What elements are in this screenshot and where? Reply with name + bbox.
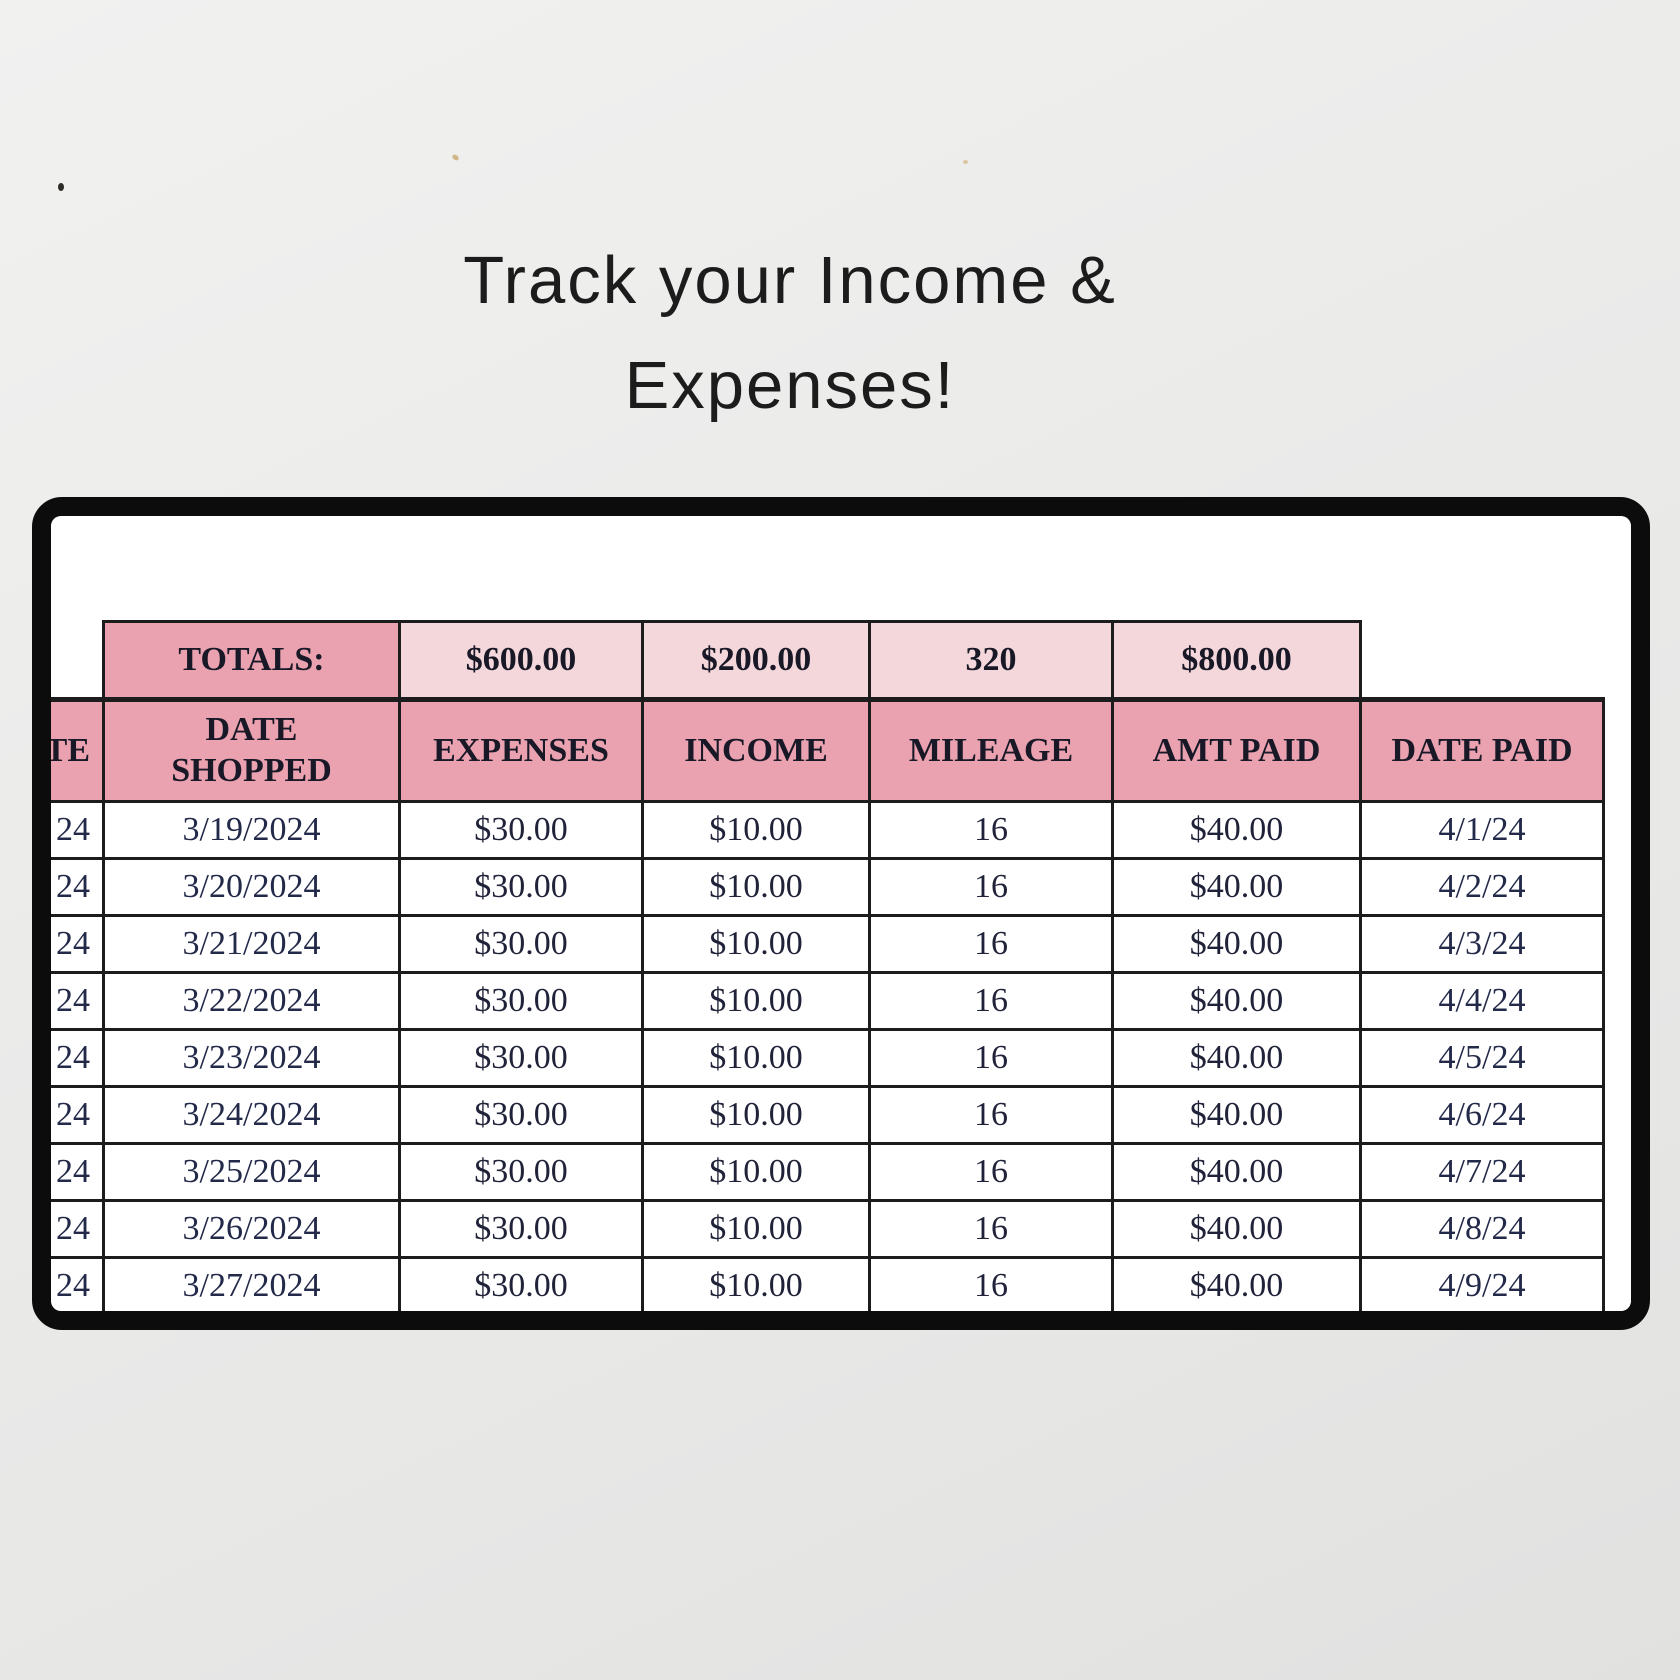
cell-income: $10.00 (641, 1199, 871, 1259)
table-row: 24 3/22/2024 $30.00 $10.00 16 $40.00 4/4… (51, 971, 1605, 1031)
totals-row: TOTALS: $600.00 $200.00 320 $800.00 (51, 620, 1604, 701)
cell-mileage: 16 (868, 1256, 1114, 1311)
cell-income: $10.00 (641, 1256, 871, 1311)
header-mileage: MILEAGE (868, 697, 1114, 803)
cell-date-shopped: 3/20/2024 (102, 857, 401, 917)
cell-date-paid: 4/7/24 (1359, 1142, 1605, 1202)
cell-expenses: $30.00 (398, 1028, 644, 1088)
cell-clipped-date: 24 (51, 914, 105, 974)
cell-date-paid: 4/5/24 (1359, 1028, 1605, 1088)
page-title-line2: Expenses! (624, 348, 956, 423)
cell-expenses: $30.00 (398, 914, 644, 974)
cell-date-paid: 4/8/24 (1359, 1199, 1605, 1259)
cell-clipped-date: 24 (51, 1142, 105, 1202)
cell-mileage: 16 (868, 1085, 1114, 1145)
cell-date-paid: 4/2/24 (1359, 857, 1605, 917)
cell-mileage: 16 (868, 1028, 1114, 1088)
empty-cell (1361, 622, 1604, 700)
page-title: Track your Income & Expenses! (0, 228, 1580, 438)
cell-income: $10.00 (641, 914, 871, 974)
cell-date-paid: 4/6/24 (1359, 1085, 1605, 1145)
header-expenses: EXPENSES (398, 697, 644, 803)
cell-clipped-date: 24 (51, 971, 105, 1031)
cell-date-shopped: 3/25/2024 (102, 1142, 401, 1202)
cell-mileage: 16 (868, 971, 1114, 1031)
totals-expenses-cell: $600.00 (398, 620, 644, 701)
header-date-paid: DATE PAID (1359, 697, 1605, 803)
cell-date-shopped: 3/21/2024 (102, 914, 401, 974)
cell-date-paid: 4/3/24 (1359, 914, 1605, 974)
table-row: 24 3/23/2024 $30.00 $10.00 16 $40.00 4/5… (51, 1028, 1605, 1088)
cell-clipped-date: 24 (51, 857, 105, 917)
cell-income: $10.00 (641, 1028, 871, 1088)
cell-income: $10.00 (641, 1142, 871, 1202)
cell-clipped-date: 24 (51, 1085, 105, 1145)
cell-date-paid: 4/9/24 (1359, 1256, 1605, 1311)
cell-date-shopped: 3/26/2024 (102, 1199, 401, 1259)
table-row: 24 3/19/2024 $30.00 $10.00 16 $40.00 4/1… (51, 800, 1605, 860)
cell-expenses: $30.00 (398, 800, 644, 860)
cell-amt-paid: $40.00 (1111, 1085, 1362, 1145)
cell-clipped-date: 24 (51, 800, 105, 860)
screenshot-frame: TOTALS: $600.00 $200.00 320 $800.00 TE D… (32, 497, 1650, 1330)
cell-clipped-date: 24 (51, 1256, 105, 1311)
table-row: 24 3/21/2024 $30.00 $10.00 16 $40.00 4/3… (51, 914, 1605, 974)
cell-mileage: 16 (868, 1142, 1114, 1202)
cell-expenses: $30.00 (398, 971, 644, 1031)
cell-date-paid: 4/4/24 (1359, 971, 1605, 1031)
cell-expenses: $30.00 (398, 1085, 644, 1145)
totals-income-cell: $200.00 (641, 620, 871, 701)
header-row: TE DATE SHOPPED EXPENSES INCOME MILEAGE … (51, 697, 1605, 803)
cell-expenses: $30.00 (398, 1199, 644, 1259)
cell-amt-paid: $40.00 (1111, 971, 1362, 1031)
cell-expenses: $30.00 (398, 1142, 644, 1202)
empty-cell (51, 622, 104, 700)
cell-mileage: 16 (868, 914, 1114, 974)
cell-income: $10.00 (641, 857, 871, 917)
cell-date-paid: 4/1/24 (1359, 800, 1605, 860)
cell-date-shopped: 3/24/2024 (102, 1085, 401, 1145)
header-amt-paid: AMT PAID (1111, 697, 1362, 803)
cell-mileage: 16 (868, 800, 1114, 860)
cell-expenses: $30.00 (398, 857, 644, 917)
page-title-line1: Track your Income & (463, 243, 1117, 318)
cell-date-shopped: 3/22/2024 (102, 971, 401, 1031)
cell-clipped-date: 24 (51, 1199, 105, 1259)
cell-income: $10.00 (641, 971, 871, 1031)
table-row: 24 3/20/2024 $30.00 $10.00 16 $40.00 4/2… (51, 857, 1605, 917)
cell-date-shopped: 3/23/2024 (102, 1028, 401, 1088)
cell-income: $10.00 (641, 800, 871, 860)
table-row: 24 3/26/2024 $30.00 $10.00 16 $40.00 4/8… (51, 1199, 1605, 1259)
cell-date-shopped: 3/27/2024 (102, 1256, 401, 1311)
cell-amt-paid: $40.00 (1111, 1028, 1362, 1088)
cell-amt-paid: $40.00 (1111, 1199, 1362, 1259)
cell-amt-paid: $40.00 (1111, 857, 1362, 917)
cell-mileage: 16 (868, 857, 1114, 917)
cell-date-shopped: 3/19/2024 (102, 800, 401, 860)
income-expense-table: TOTALS: $600.00 $200.00 320 $800.00 TE D… (51, 620, 1605, 1311)
table-row: 24 3/24/2024 $30.00 $10.00 16 $40.00 4/6… (51, 1085, 1605, 1145)
dust-speck (58, 183, 64, 191)
cell-clipped-date: 24 (51, 1028, 105, 1088)
header-clipped-col: TE (51, 697, 105, 803)
cell-amt-paid: $40.00 (1111, 800, 1362, 860)
header-date-shopped: DATE SHOPPED (102, 697, 401, 803)
table-row: 24 3/25/2024 $30.00 $10.00 16 $40.00 4/7… (51, 1142, 1605, 1202)
cell-mileage: 16 (868, 1199, 1114, 1259)
header-income: INCOME (641, 697, 871, 803)
cell-amt-paid: $40.00 (1111, 914, 1362, 974)
spreadsheet-screenshot: TOTALS: $600.00 $200.00 320 $800.00 TE D… (51, 516, 1631, 1311)
cell-amt-paid: $40.00 (1111, 1142, 1362, 1202)
cell-amt-paid: $40.00 (1111, 1256, 1362, 1311)
totals-mileage-cell: 320 (868, 620, 1114, 701)
dust-speck (451, 153, 460, 162)
totals-label-cell: TOTALS: (102, 620, 401, 701)
totals-amt-paid-cell: $800.00 (1111, 620, 1362, 701)
cell-income: $10.00 (641, 1085, 871, 1145)
table-row: 24 3/27/2024 $30.00 $10.00 16 $40.00 4/9… (51, 1256, 1605, 1311)
cell-expenses: $30.00 (398, 1256, 644, 1311)
dust-speck (963, 160, 968, 164)
